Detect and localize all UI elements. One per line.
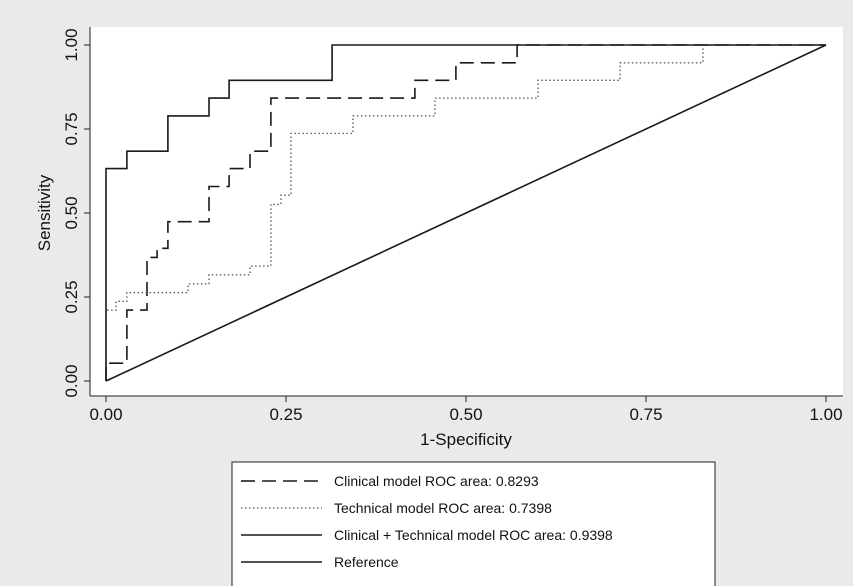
y-tick-label: 0.00 <box>62 364 81 397</box>
legend-label-1: Clinical model ROC area: 0.8293 <box>334 473 539 489</box>
plot-area <box>90 27 843 396</box>
legend-label-4: Reference <box>334 554 399 570</box>
y-tick-label: 0.25 <box>62 280 81 313</box>
series-line-2 <box>105 44 826 381</box>
axes: 0.00 0.25 0.50 0.75 1.00 0.00 0.25 0.50 0.75 1.00 <box>62 27 843 424</box>
x-tick-label: 0.50 <box>449 405 482 424</box>
legend: Clinical model ROC area: 0.8293 Technical… <box>231 461 716 586</box>
y-tick-label: 1.00 <box>62 28 81 61</box>
series-layer <box>105 44 827 382</box>
x-axis-title: 1-Specificity <box>420 430 512 449</box>
legend-label-3: Clinical + Technical model ROC area: 0.9… <box>334 527 613 543</box>
y-axis-title: Sensitivity <box>35 174 54 251</box>
y-tick-label: 0.50 <box>62 196 81 229</box>
legend-box <box>231 461 716 586</box>
x-tick-label: 0.75 <box>629 405 662 424</box>
x-tick-label: 0.25 <box>269 405 302 424</box>
series-line-3 <box>105 44 826 381</box>
x-tick-label: 1.00 <box>809 405 842 424</box>
series-line-4 <box>105 44 827 382</box>
y-tick-label: 0.75 <box>62 112 81 145</box>
series-line-1 <box>105 44 826 381</box>
legend-label-2: Technical model ROC area: 0.7398 <box>334 500 552 516</box>
x-tick-label: 0.00 <box>89 405 122 424</box>
